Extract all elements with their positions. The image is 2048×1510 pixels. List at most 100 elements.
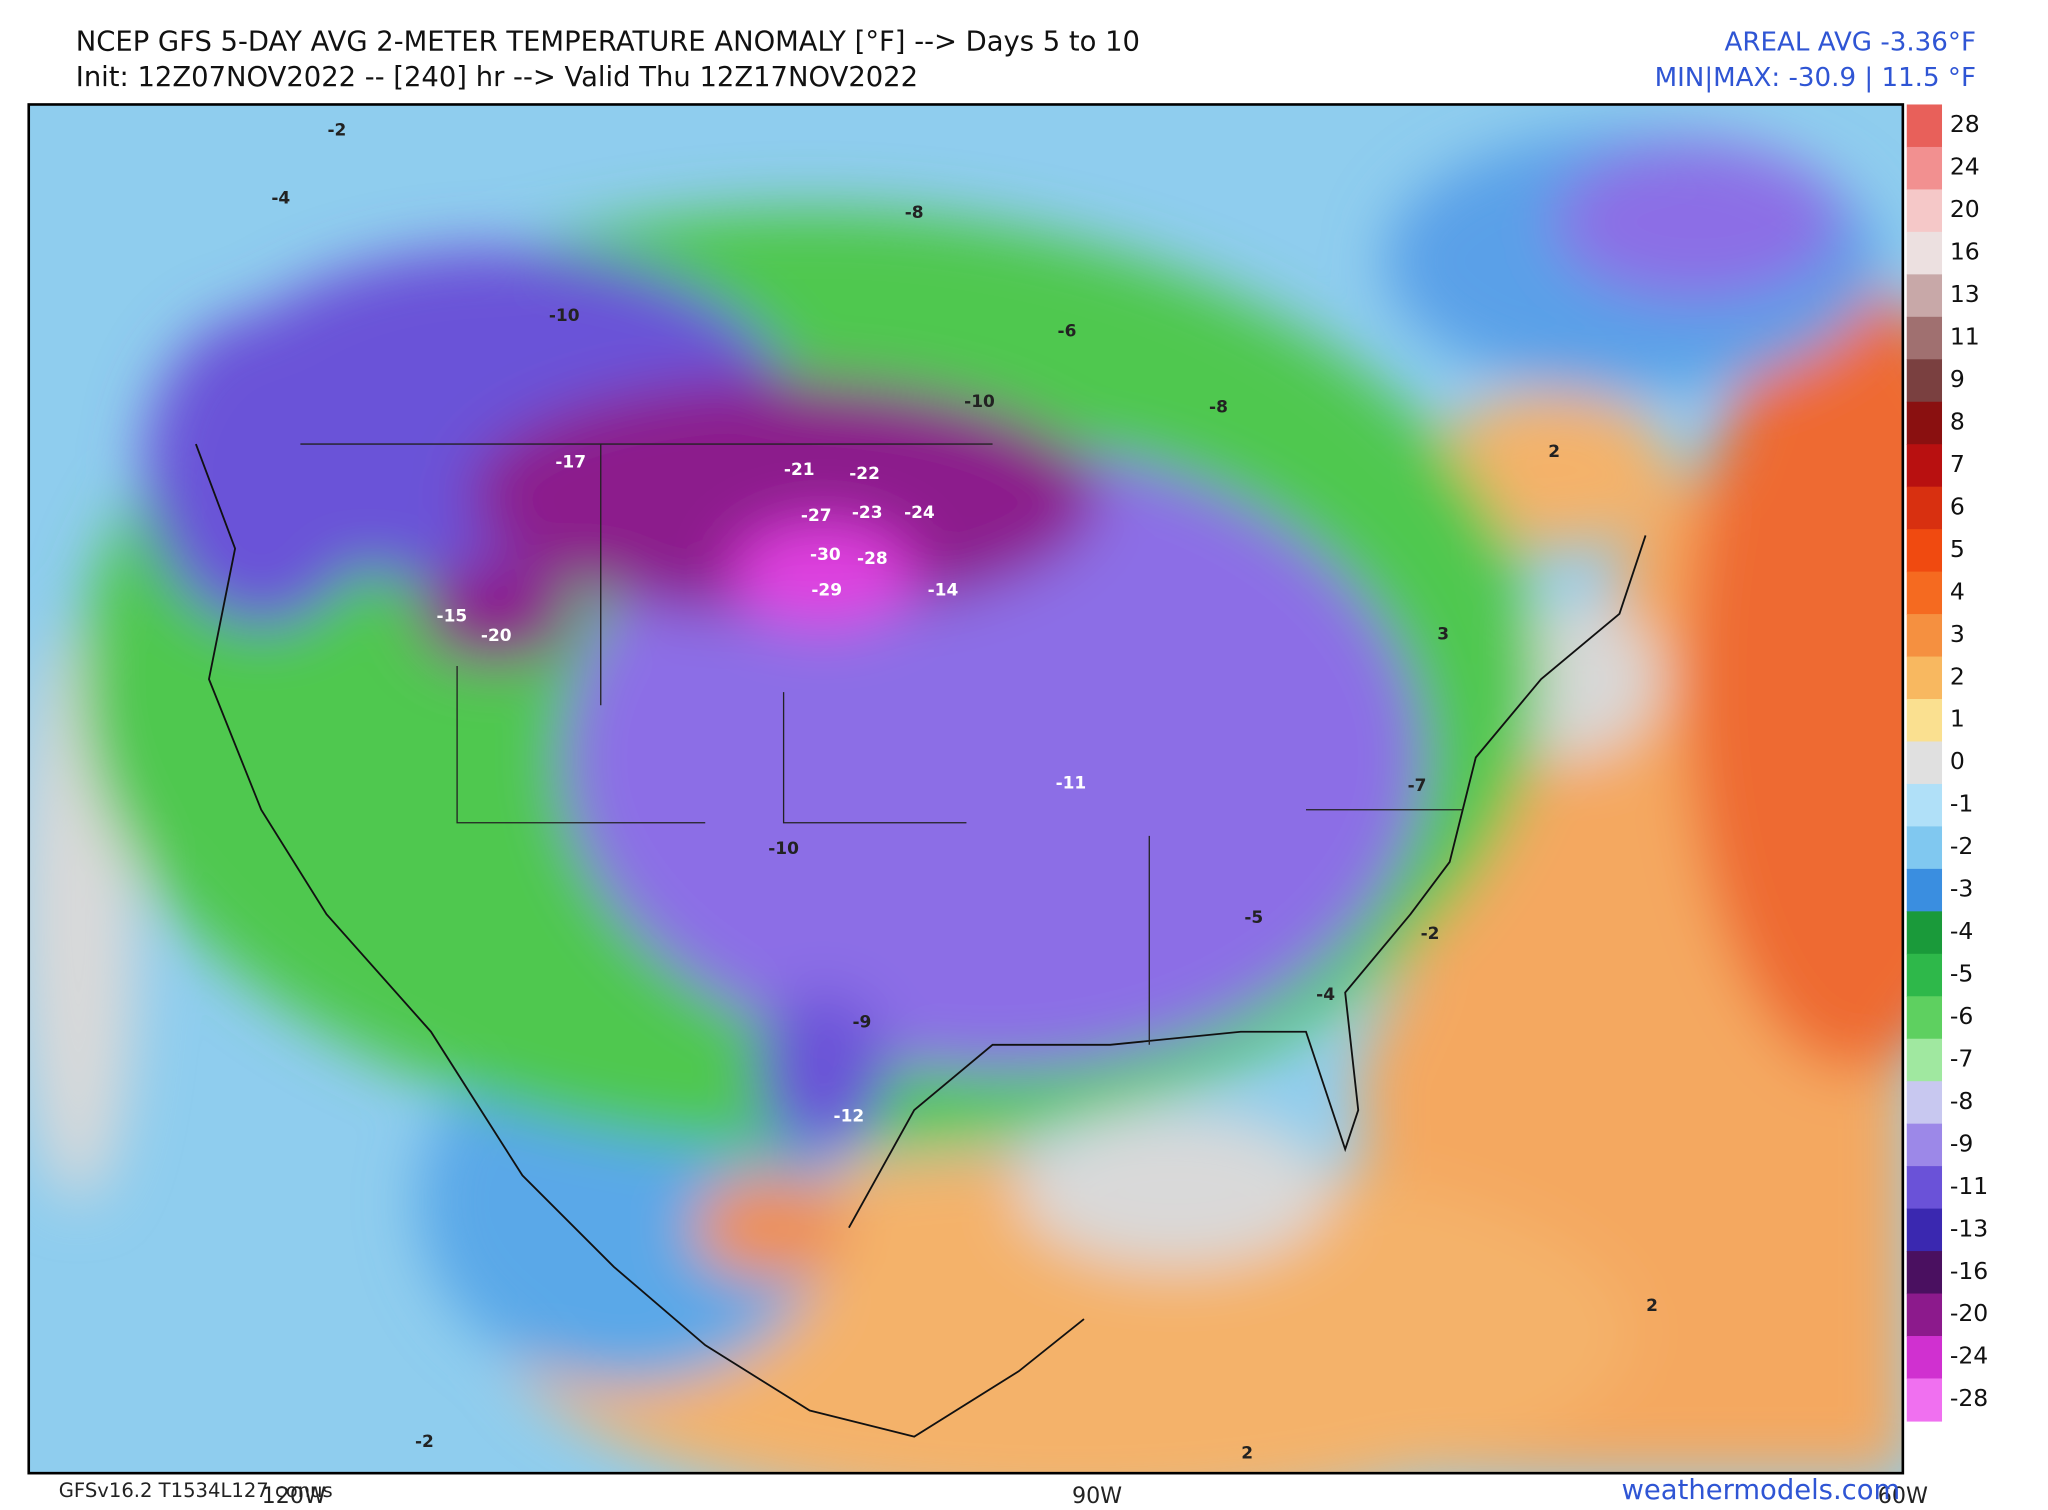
colorbar-swatch [1906,1378,1943,1422]
map-label: -2 [1421,924,1440,944]
colorbar-label: -4 [1950,917,1973,945]
colorbar-label: 20 [1950,195,1980,223]
map-label: 3 [1437,625,1449,645]
map-label: 2 [1548,442,1560,462]
colorbar-label: 5 [1950,535,1965,563]
map-label: -5 [1244,908,1263,928]
colorbar-swatch [1906,486,1943,530]
colorbar-label: 11 [1950,323,1980,351]
colorbar-swatch [1906,401,1943,445]
map-label: -12 [834,1107,865,1127]
map-label: -30 [810,545,841,565]
map-label: -10 [549,306,580,326]
colorbar-swatch [1906,444,1943,488]
colorbar-swatch [1906,911,1943,955]
colorbar-swatch [1906,189,1943,233]
colorbar-swatch [1906,953,1943,997]
colorbar-label: -28 [1950,1384,1988,1412]
colorbar-swatch [1906,359,1943,403]
map-label: -24 [904,503,935,523]
colorbar-swatch [1906,146,1943,191]
colorbar-swatch [1906,996,1943,1040]
colorbar-swatch [1906,274,1943,318]
map-label: -20 [481,626,512,646]
colorbar-swatch [1906,741,1943,785]
colorbar-swatch [1906,1251,1943,1295]
colorbar-label: 7 [1950,450,1965,478]
colorbar-swatch [1906,529,1943,573]
title: NCEP GFS 5-DAY AVG 2-METER TEMPERATURE A… [76,27,1140,58]
map-label: -14 [928,580,959,600]
map-label: -4 [271,189,290,209]
map-label: -28 [857,549,888,569]
colorbar-label: 28 [1950,110,1980,138]
map-label: -8 [905,203,924,223]
map-label: -4 [1316,985,1335,1005]
colorbar-label: -2 [1950,832,1973,860]
map: -27-30 -28-29-23 -24-21 -22-17-10 -8-6-10-12… [28,104,1903,1474]
colorbar-label: -16 [1950,1257,1988,1285]
lon-label: 60W [1878,1483,1928,1509]
colorbar-swatch [1906,1293,1943,1337]
colorbar-label: 13 [1950,280,1980,308]
map-label: -23 [852,503,883,523]
colorbar-swatch [1906,868,1943,912]
colorbar-swatch [1906,1038,1943,1082]
colorbar-label: 1 [1950,705,1965,733]
colorbar-swatch [1906,614,1943,658]
map-label: -8 [1209,397,1228,417]
colorbar-swatch [1906,1123,1943,1167]
colorbar-swatch [1906,571,1943,615]
colorbar-swatch [1906,104,1943,148]
colorbar-label: 0 [1950,747,1965,775]
colorbar-label: -8 [1950,1087,1973,1115]
min-max: MIN|MAX: -30.9 | 11.5 °F [1655,63,1976,93]
subtitle: Init: 12Z07NOV2022 -- [240] hr --> Valid… [76,62,918,93]
colorbar-swatch [1906,231,1943,275]
colorbar-label: -24 [1950,1342,1988,1370]
site-credit: weathermodels.com [1622,1475,1901,1506]
colorbar-label: -5 [1950,960,1973,988]
colorbar-label: -11 [1950,1172,1988,1200]
colorbar-label: 16 [1950,238,1980,266]
map-label: -11 [1056,774,1087,794]
map-label: -17 [555,452,586,472]
colorbar-label: 4 [1950,577,1965,605]
colorbar-label: 3 [1950,620,1965,648]
colorbar-label: 2 [1950,662,1965,690]
map-label: -22 [849,464,880,484]
colorbar-label: 8 [1950,407,1965,435]
map-label: -10 [964,392,995,412]
colorbar-swatch [1906,783,1943,828]
map-label: -7 [1408,776,1427,796]
model-info: GFSv16.2 T1534L127 conus [59,1479,333,1502]
colorbar-label: -6 [1950,1002,1973,1030]
colorbar-swatch [1906,1208,1943,1252]
colorbar-swatch [1906,1081,1943,1125]
map-label: -10 [768,839,799,859]
colorbar-swatch [1906,656,1943,700]
map-label: -27 [801,506,832,526]
colorbar-label: 6 [1950,492,1965,520]
map-label: -29 [811,580,842,600]
colorbar-label: -7 [1950,1044,1973,1072]
colorbar-swatch [1906,1335,1943,1380]
lon-label: 90W [1072,1483,1122,1509]
map-label: -2 [415,1432,434,1452]
map-label: -9 [853,1013,872,1033]
colorbar-swatch [1906,1166,1943,1210]
colorbar-label: 9 [1950,365,1965,393]
lon-label: 120W [262,1483,326,1509]
map-label: -15 [437,606,468,626]
colorbar-swatch [1906,316,1943,360]
areal-avg: AREAL AVG -3.36°F [1725,28,1976,58]
map-frame [27,103,1905,1475]
colorbar-label: -9 [1950,1129,1973,1157]
map-label: -6 [1058,322,1077,342]
colorbar-label: -13 [1950,1214,1988,1242]
colorbar-swatch [1906,826,1943,870]
map-label: -21 [784,460,815,480]
map-label: 2 [1241,1444,1253,1464]
colorbar-label: -1 [1950,790,1973,818]
